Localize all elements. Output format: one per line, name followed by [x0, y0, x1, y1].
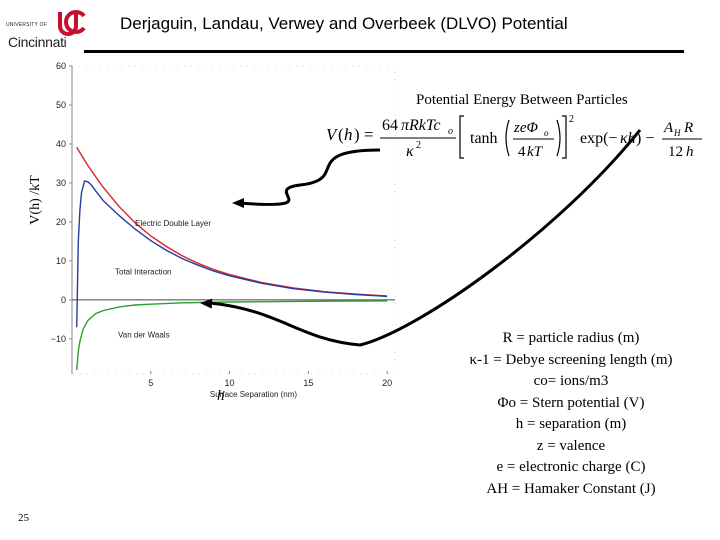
definition-item: κ-1 = Debye screening length (m) — [469, 351, 673, 368]
arrow-to-double-layer — [239, 148, 381, 206]
svg-text:πRkTc: πRkTc — [401, 117, 440, 134]
arrowhead-icon — [200, 298, 213, 309]
svg-text:o: o — [544, 128, 549, 138]
definition-item: R = particle radius (m) — [502, 330, 640, 346]
svg-text:2: 2 — [416, 140, 421, 151]
svg-text:κh: κh — [620, 130, 636, 147]
y-tick-label: 0 — [61, 295, 66, 305]
y-tick-label: −10 — [51, 334, 66, 344]
dlvo-chart: −10 0 10 20 30 40 50 60 5 10 15 20 Surface Separatio… — [51, 61, 642, 399]
svg-text:V: V — [326, 125, 339, 144]
svg-text:) −: ) − — [636, 130, 654, 147]
svg-text:R: R — [683, 120, 693, 136]
y-tick-label: 60 — [56, 61, 66, 71]
definition-item: z = valence — [536, 437, 606, 454]
series-label: Electric Double Layer — [135, 219, 211, 228]
series-label: Van der Waals — [118, 330, 170, 339]
y-tick-label: 40 — [56, 139, 66, 149]
svg-text:64: 64 — [382, 117, 398, 134]
x-tick-label: 20 — [382, 378, 392, 388]
plot-frame — [71, 65, 396, 375]
h-label: h — [217, 388, 225, 404]
definition-item: Φo = Stern potential (V) — [497, 394, 645, 411]
definition-item: AH = Hamaker Constant (J) — [486, 480, 656, 497]
university-logo: UNIVERSITY OF Cincinnati — [4, 8, 112, 50]
page-number: 25 — [18, 512, 29, 524]
y-tick-label: 10 — [56, 256, 66, 266]
title-underline — [84, 50, 684, 53]
logo-university-of: UNIVERSITY OF — [6, 22, 47, 28]
variable-definitions: R = particle radius (m) κ-1 = Debye scre… — [440, 328, 702, 500]
series-label: Total Interaction — [115, 268, 171, 277]
potential-energy-title: Potential Energy Between Particles — [416, 92, 628, 108]
svg-text:κ: κ — [406, 143, 414, 160]
definition-item: h = separation (m) — [515, 416, 627, 432]
x-tick-label: 5 — [148, 378, 153, 388]
logo-cincinnati: Cincinnati — [8, 34, 67, 50]
svg-text:h: h — [344, 125, 353, 144]
svg-text:h: h — [686, 144, 694, 160]
svg-text:2: 2 — [569, 114, 574, 125]
svg-text:A: A — [663, 120, 674, 136]
uc-monogram-icon — [58, 10, 86, 36]
dlvo-formula: V ( h ) = 64 πRkTc o κ 2 tanh zeΦ o 4 kT… — [326, 114, 702, 160]
slide-title: Derjaguin, Landau, Verwey and Overbeek (… — [120, 14, 568, 33]
svg-text:kT: kT — [527, 144, 544, 160]
y-tick-label: 30 — [56, 178, 66, 188]
y-tick-label: 50 — [56, 100, 66, 110]
svg-text:) =: ) = — [354, 125, 374, 144]
x-tick-label: 10 — [225, 378, 235, 388]
definition-item: co= ions/m3 — [533, 373, 609, 389]
svg-text:(: ( — [338, 125, 344, 144]
x-tick-label: 15 — [303, 378, 313, 388]
svg-text:o: o — [448, 126, 453, 137]
series-line-electric-double-layer — [76, 146, 388, 297]
arrowhead-icon — [232, 198, 244, 208]
svg-text:tanh: tanh — [470, 130, 498, 147]
x-axis-label: Surface Separation (nm) — [210, 390, 297, 399]
svg-text:12: 12 — [668, 144, 683, 160]
series-line-total-interaction — [76, 180, 388, 328]
series-line-van-der-waals — [76, 300, 388, 371]
definition-item: e = electronic charge (C) — [496, 459, 646, 475]
arrow-to-van-der-waals — [209, 129, 642, 347]
svg-text:4: 4 — [518, 144, 526, 160]
y-tick-label: 20 — [56, 217, 66, 227]
svg-text:H: H — [673, 128, 681, 138]
y-axis-label: V(h) /kT — [28, 175, 43, 225]
svg-text:zeΦ: zeΦ — [513, 120, 538, 136]
svg-text:exp(−: exp(− — [580, 130, 617, 147]
